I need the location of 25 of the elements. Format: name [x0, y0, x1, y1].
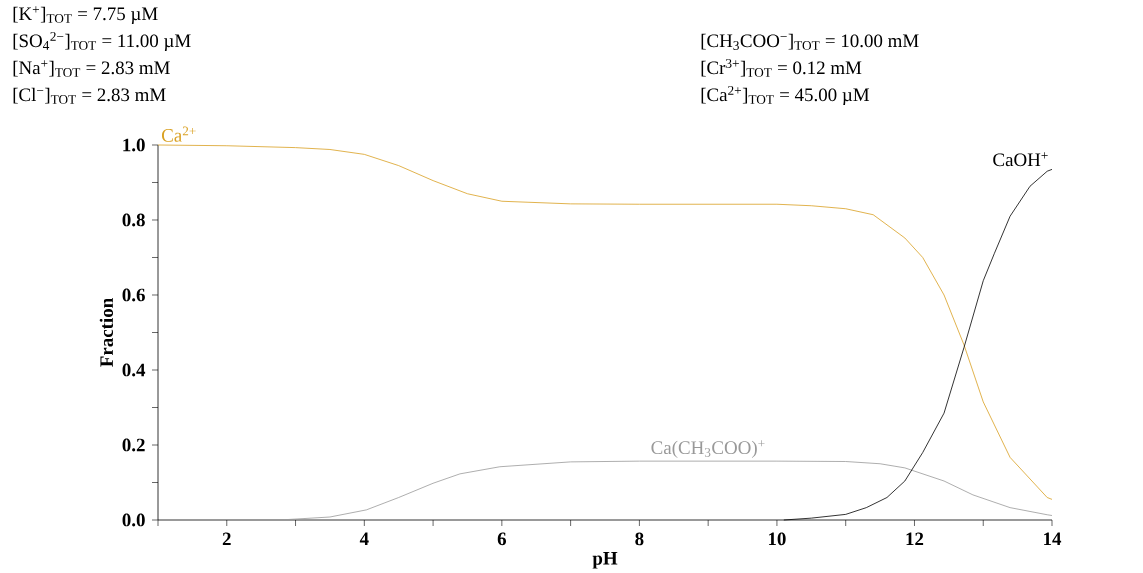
text: [CH$_{3}$COO$^{−}$]$_{TOT}$ = 10.00 mM [701, 33, 919, 50]
text: [Cl$^{−}$]$_{TOT}$ = 2.83 mM [13, 87, 166, 104]
y-tick-label: 0.4 [122, 363, 146, 377]
x-tick-label: 14 [1044, 532, 1062, 545]
y-tick-label: 0.6 [122, 288, 145, 302]
y-tick-label: 0.8 [122, 213, 145, 227]
x-tick-label: 12 [906, 532, 924, 546]
text: [Ca$^{2+}$]$_{TOT}$ = 45.00 µM [701, 85, 870, 106]
x-tick-label: 8 [635, 532, 644, 546]
text: [Na$^{+}$]$_{TOT}$ = 2.83 mM [13, 60, 170, 77]
series-label: Ca$^{2+}$ [161, 126, 196, 142]
x-tick-label: 2 [222, 532, 231, 546]
text: [Cr$^{3+}$]$_{TOT}$ = 0.12 mM [701, 58, 862, 77]
series-label: Ca(CH$_{3}$COO)$^{+}$ [651, 440, 765, 458]
y-tick-label: 0.0 [122, 513, 145, 527]
y-axis-title: Fraction [99, 298, 114, 367]
y-tick-label: 0.2 [122, 438, 145, 452]
x-tick-label: 6 [497, 532, 507, 546]
text: [SO$_{4}$$^{2−}$]$_{TOT}$ = 11.00 µM [13, 31, 191, 52]
text: [K$^{+}$]$_{TOT}$ = 7.75 µM [13, 6, 158, 25]
x-tick-label: 10 [768, 532, 786, 546]
y-tick-label: 1.0 [123, 138, 145, 152]
series-label: CaOH$^{+}$ [993, 152, 1048, 167]
x-tick-label: 4 [359, 532, 369, 545]
x-axis-title: pH [592, 552, 618, 569]
